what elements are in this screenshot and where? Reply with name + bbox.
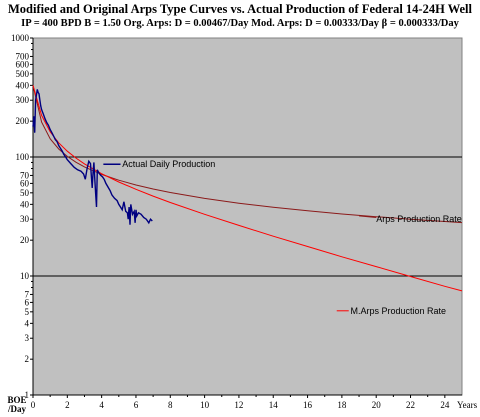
y-tick-label: 1 xyxy=(25,390,30,400)
y-tick-label: 600 xyxy=(16,59,30,69)
y-tick-label: 20 xyxy=(20,235,30,245)
y-tick-label: 400 xyxy=(16,80,30,90)
y-tick-label: 40 xyxy=(20,199,30,209)
y-tick-label: 70 xyxy=(20,170,30,180)
y-tick-label: 60 xyxy=(20,178,30,188)
x-tick-label: 18 xyxy=(337,400,347,410)
y-tick-label: 6 xyxy=(25,297,30,307)
y-tick-label: 10 xyxy=(20,271,30,281)
y-tick-label: 7 xyxy=(25,289,30,299)
x-tick-label: 20 xyxy=(372,400,382,410)
x-tick-label: 8 xyxy=(168,400,173,410)
x-tick-label: 4 xyxy=(99,400,104,410)
y-axis-label-line2: /Day xyxy=(7,404,27,414)
x-tick-label: 24 xyxy=(440,400,450,410)
x-tick-label: 2 xyxy=(65,400,70,410)
y-tick-label: 1000 xyxy=(11,33,30,43)
actual-series-label: Actual Daily Production xyxy=(122,159,215,169)
y-tick-label: 5 xyxy=(25,307,30,317)
y-tick-label: 300 xyxy=(16,95,30,105)
series-m-arps-production-rate xyxy=(32,85,463,292)
y-tick-label: 700 xyxy=(16,51,30,61)
y-tick-label: 4 xyxy=(25,318,30,328)
x-tick-label: 12 xyxy=(234,400,243,410)
y-tick-label: 50 xyxy=(20,188,30,198)
x-tick-label: 0 xyxy=(31,400,36,410)
y-tick-label: 500 xyxy=(16,69,30,79)
marps-series-label: M.Arps Production Rate xyxy=(350,306,446,316)
x-tick-label: 14 xyxy=(269,400,279,410)
arps-series-label: Arps Production Rate xyxy=(376,214,462,224)
y-tick-label: 200 xyxy=(16,116,30,126)
x-axis-label: Years xyxy=(457,400,478,410)
x-tick-label: 16 xyxy=(303,400,313,410)
series-actual-daily-production xyxy=(32,89,153,225)
x-tick-label: 6 xyxy=(134,400,139,410)
y-axis-label-line1: BOE xyxy=(7,395,26,405)
y-tick-label: 100 xyxy=(16,152,30,162)
chart-subtitle: IP = 400 BPD B = 1.50 Org. Arps: D = 0.0… xyxy=(21,18,459,29)
x-tick-label: 10 xyxy=(200,400,210,410)
y-tick-label: 30 xyxy=(20,214,30,224)
y-tick-label: 3 xyxy=(25,333,30,343)
chart-title: Modified and Original Arps Type Curves v… xyxy=(7,2,473,16)
y-tick-label: 2 xyxy=(25,354,30,364)
series-arps-production-rate xyxy=(32,85,463,224)
x-tick-label: 22 xyxy=(406,400,415,410)
arps-label-leader xyxy=(358,215,377,219)
